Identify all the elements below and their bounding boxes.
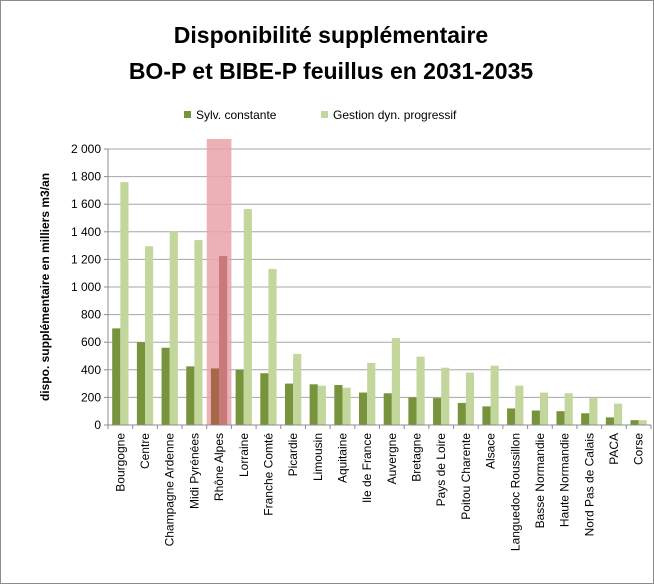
bar-gestion-dyn-9 [342, 387, 351, 425]
x-tick-label: Pays de Loire [434, 433, 448, 507]
bar-sylv-constante-3 [186, 366, 195, 425]
bar-sylv-constante-20 [605, 417, 614, 425]
legend-swatch-gestion-dyn [321, 111, 328, 118]
bar-sylv-constante-1 [136, 342, 146, 425]
bar-sylv-constante-21 [630, 420, 639, 425]
bar-gestion-dyn-20 [613, 403, 623, 425]
bar-sylv-constante-9 [334, 384, 343, 425]
bar-sylv-constante-2 [161, 347, 170, 425]
bar-sylv-constante-5 [235, 369, 244, 425]
bar-gestion-dyn-14 [465, 372, 475, 425]
x-tick-label: Bretagne [410, 433, 424, 482]
y-axis-label: dispo. supplémentaire en milliers m3/an [38, 173, 52, 401]
bar-sylv-constante-0 [112, 328, 121, 425]
chart-title-line2: BO-P et BIBE-P feuillus en 2031-2035 [129, 58, 534, 84]
bar-gestion-dyn-13 [441, 367, 450, 425]
bar-sylv-constante-12 [408, 397, 417, 425]
bar-gestion-dyn-10 [367, 362, 376, 425]
x-tick-label: PACA [607, 433, 621, 465]
bar-sylv-constante-4 [210, 368, 220, 425]
bar-sylv-constante-19 [581, 413, 590, 425]
y-tick-label: 1 600 [71, 197, 101, 211]
x-tick-label: Auvergne [385, 433, 399, 485]
gridlines [104, 148, 651, 426]
legend-swatch-sylv-constante [184, 111, 191, 118]
x-tick-label: Aquitaine [335, 433, 349, 483]
bar-gestion-dyn-18 [564, 393, 573, 425]
bar-gestion-dyn-12 [416, 356, 425, 425]
legend-label-gestion-dyn: Gestion dyn. progressif [333, 108, 457, 122]
y-tick-label: 1 200 [71, 252, 101, 266]
y-tick-label: 1 000 [71, 280, 101, 294]
x-tick-label: Bourgogne [113, 433, 127, 492]
y-tick-label: 0 [94, 418, 101, 432]
legend-label-sylv-constante: Sylv. constante [196, 108, 277, 122]
x-tick-label: Rhône Alpes [212, 433, 226, 501]
x-tick-label: Picardie [286, 433, 300, 477]
bar-gestion-dyn-4 [219, 255, 228, 425]
x-tick-label: Limousin [311, 433, 325, 481]
bar-sylv-constante-16 [507, 408, 516, 425]
bar-gestion-dyn-19 [589, 398, 598, 425]
x-tick-label: Alsace [484, 433, 498, 469]
bar-sylv-constante-14 [457, 402, 466, 425]
x-tick-label: Centre [138, 433, 152, 469]
bar-gestion-dyn-15 [490, 365, 499, 425]
x-tick-label: Corse [632, 433, 646, 465]
x-tick-label: Lorraine [237, 433, 251, 477]
chart-title-line1: Disponibilité supplémentaire [174, 22, 488, 48]
bar-gestion-dyn-0 [120, 182, 129, 425]
y-tick-label: 800 [81, 308, 101, 322]
bar-gestion-dyn-6 [268, 269, 277, 425]
bar-sylv-constante-18 [556, 411, 565, 425]
bar-gestion-dyn-5 [243, 209, 252, 425]
x-tick-label: Poitou Charente [459, 433, 473, 520]
bar-sylv-constante-17 [531, 410, 540, 425]
bar-gestion-dyn-11 [391, 338, 400, 425]
x-tick-label: Franche Comté [261, 433, 275, 516]
x-tick-label: Basse Normandie [533, 433, 547, 529]
bar-sylv-constante-8 [309, 384, 318, 425]
bar-gestion-dyn-2 [169, 231, 178, 425]
x-tick-labels: Bourgogne Centre Champagne Ardenne Midi Pyr… [113, 433, 645, 551]
bar-sylv-constante-13 [433, 398, 442, 425]
bar-sylv-constante-15 [482, 406, 491, 425]
bar-gestion-dyn-3 [194, 240, 203, 425]
axes-layer [107, 149, 652, 429]
bar-sylv-constante-11 [383, 393, 392, 425]
bar-gestion-dyn-21 [638, 420, 647, 425]
x-tick-label: Ile de France [360, 433, 374, 503]
y-tick-labels: 0 200 400 600 800 1 000 1 200 1 400 1 600 1 800 2 … [71, 142, 101, 432]
y-tick-label: 2 000 [71, 142, 101, 156]
bar-sylv-constante-10 [359, 392, 368, 425]
y-tick-label: 1 800 [71, 170, 101, 184]
bar-gestion-dyn-17 [539, 392, 549, 425]
bar-gestion-dyn-1 [145, 246, 154, 425]
bars-layer [112, 182, 647, 425]
bar-gestion-dyn-16 [515, 385, 524, 425]
x-tick-label: Champagne Ardenne [163, 433, 177, 547]
x-tick-label: Nord Pas de Calais [582, 433, 596, 536]
y-tick-label: 600 [81, 335, 101, 349]
bar-gestion-dyn-7 [293, 353, 302, 425]
y-tick-label: 400 [81, 363, 101, 377]
x-tick-label: Haute Normandie [558, 433, 572, 527]
legend: Sylv. constante Gestion dyn. progressif [184, 108, 457, 122]
bar-sylv-constante-6 [260, 373, 269, 425]
bar-sylv-constante-7 [284, 383, 294, 425]
x-tick-label: Languedoc Roussillon [508, 433, 522, 551]
x-tick-label: Midi Pyrénées [187, 433, 201, 509]
y-tick-label: 200 [81, 390, 101, 404]
y-tick-label: 1 400 [71, 225, 101, 239]
bar-gestion-dyn-8 [317, 385, 326, 425]
